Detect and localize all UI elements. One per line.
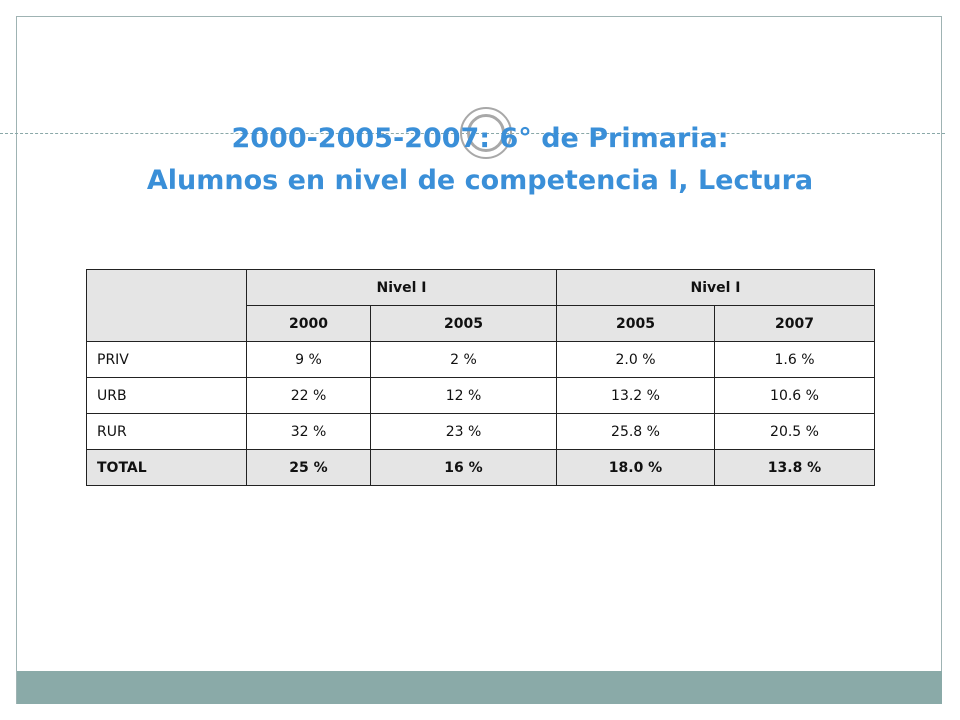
table-cell: 25.8 %	[556, 413, 715, 450]
ring-ornament-inner-icon	[467, 114, 505, 152]
table-cell: 32 %	[246, 413, 371, 450]
year-header: 2005	[370, 305, 557, 342]
table-cell: 13.8 %	[714, 449, 875, 486]
table-cell: 16 %	[370, 449, 557, 486]
group-header-row: Nivel I Nivel I	[86, 269, 875, 342]
table-cell: 1.6 %	[714, 341, 875, 378]
table-cell: 22 %	[246, 377, 371, 414]
table-cell: 23 %	[370, 413, 557, 450]
row-label: PRIV	[86, 341, 247, 378]
table-row: URB 22 % 12 % 13.2 % 10.6 %	[86, 377, 875, 414]
ring-ornament-icon	[460, 107, 512, 159]
table-cell: 2.0 %	[556, 341, 715, 378]
row-label: RUR	[86, 413, 247, 450]
table-cell: 10.6 %	[714, 377, 875, 414]
row-label: URB	[86, 377, 247, 414]
corner-cell	[86, 269, 247, 342]
table-cell: 9 %	[246, 341, 371, 378]
table-cell: 2 %	[370, 341, 557, 378]
table-cell: 18.0 %	[556, 449, 715, 486]
table-cell: 12 %	[370, 377, 557, 414]
table-row: RUR 32 % 23 % 25.8 % 20.5 %	[86, 413, 875, 450]
slide-title: 2000-2005-2007: 6° de Primaria: Alumnos …	[0, 118, 960, 202]
table-row: PRIV 9 % 2 % 2.0 % 1.6 %	[86, 341, 875, 378]
table-cell: 20.5 %	[714, 413, 875, 450]
title-line-2: Alumnos en nivel de competencia I, Lectu…	[146, 165, 814, 196]
title-line-1: 2000-2005-2007: 6° de Primaria:	[231, 123, 729, 154]
total-row: TOTAL 25 % 16 % 18.0 % 13.8 %	[86, 449, 875, 486]
group-header-2: Nivel I	[556, 269, 875, 306]
row-label: TOTAL	[86, 449, 247, 486]
year-header: 2000	[246, 305, 371, 342]
year-header: 2007	[714, 305, 875, 342]
year-header: 2005	[556, 305, 715, 342]
year-header-row: 2000 2005 2005 2007	[87, 305, 875, 342]
footer-bar	[17, 671, 942, 704]
table-cell: 25 %	[246, 449, 371, 486]
group-header-1: Nivel I	[246, 269, 557, 306]
competency-table: Nivel I Nivel I 2000 2005 2005 2007 PRIV…	[86, 269, 875, 486]
table-cell: 13.2 %	[556, 377, 715, 414]
